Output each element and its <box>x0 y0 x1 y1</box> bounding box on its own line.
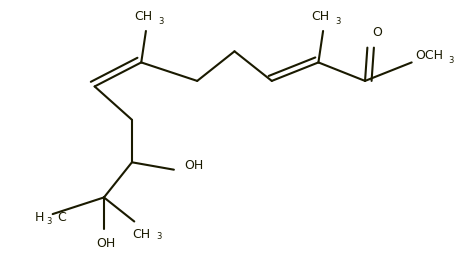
Text: 3: 3 <box>46 217 52 225</box>
Text: 3: 3 <box>156 232 161 241</box>
Text: OH: OH <box>97 237 116 250</box>
Text: CH: CH <box>132 228 151 241</box>
Text: OCH: OCH <box>416 49 443 62</box>
Text: 3: 3 <box>449 56 454 65</box>
Text: OH: OH <box>184 159 204 173</box>
Text: H: H <box>35 211 44 224</box>
Text: CH: CH <box>312 10 330 23</box>
Text: 3: 3 <box>335 17 340 26</box>
Text: O: O <box>373 27 383 39</box>
Text: C: C <box>57 211 66 224</box>
Text: CH: CH <box>135 10 152 23</box>
Text: 3: 3 <box>158 17 164 26</box>
